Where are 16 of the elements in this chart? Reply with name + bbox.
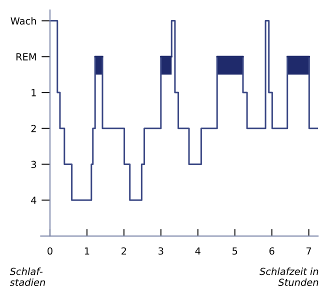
- y-tick-label: Wach: [10, 17, 36, 25]
- x-tick-label: 0: [48, 247, 52, 255]
- x-tick-label: 1: [84, 247, 90, 255]
- x-tick-label: 5: [232, 247, 238, 255]
- y-tick-label: 1: [32, 89, 36, 96]
- x-tick-label: 7: [306, 247, 312, 255]
- x-axis-title: Schlafzeit in Stunden: [260, 268, 318, 286]
- x-tick-label: 3: [158, 247, 164, 255]
- y-axis-title: Schlaf- stadien: [10, 268, 45, 286]
- x-tick-label: 2: [122, 247, 126, 255]
- y-tick-label: REM: [16, 53, 36, 60]
- x-tick-label: 6: [269, 247, 274, 255]
- y-tick-label: 2: [31, 124, 36, 132]
- y-tick-label: 3: [31, 160, 36, 168]
- x-tick-label: 4: [195, 247, 200, 255]
- y-tick-label: 4: [31, 196, 36, 204]
